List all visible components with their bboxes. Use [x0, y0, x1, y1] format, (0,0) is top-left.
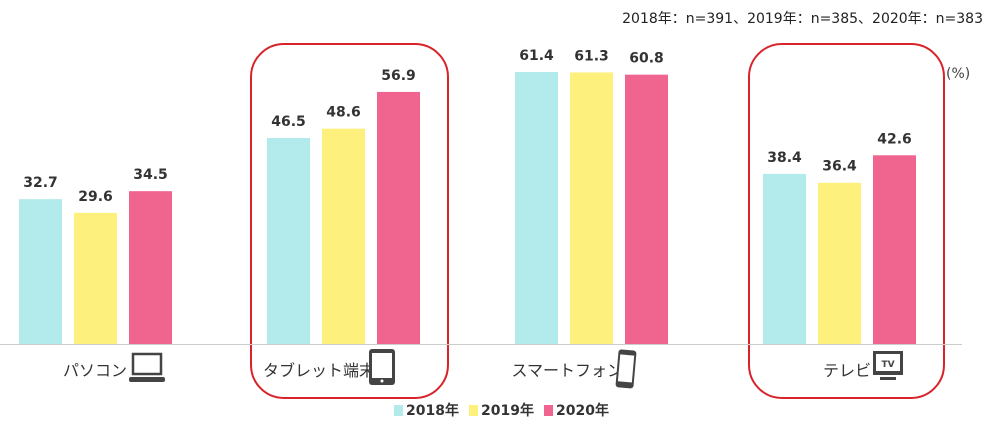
data-label: 61.3: [574, 48, 609, 64]
laptop-icon: [129, 352, 165, 382]
bar: [625, 74, 668, 344]
legend-swatch: [394, 405, 404, 416]
highlight-box-tv: [748, 43, 945, 399]
highlight-box-tablet: [250, 43, 449, 399]
data-label: 46.5: [271, 114, 306, 130]
data-label: 29.6: [78, 189, 113, 205]
bar: [377, 91, 420, 345]
legend-label: 2018年: [406, 403, 460, 419]
smartphone-icon: [615, 349, 637, 389]
tablet-icon: [369, 349, 395, 385]
data-label: 42.6: [877, 131, 912, 147]
sample-size-note: 2018年：n=391、2019年：n=385、2020年：n=383: [622, 11, 983, 27]
bar: [515, 72, 558, 344]
unit-label: (%): [946, 66, 971, 82]
tv-icon: TV: [873, 351, 903, 380]
data-label: 60.8: [629, 51, 664, 67]
bar: [267, 138, 310, 344]
data-label: 48.6: [326, 105, 361, 121]
bar: [322, 128, 365, 344]
legend-swatch: [469, 405, 479, 416]
legend-label: 2019年: [481, 403, 534, 419]
legend-label: 2020年: [555, 403, 609, 419]
bar: [763, 173, 806, 344]
bar: [818, 182, 861, 344]
data-label: 36.4: [822, 159, 857, 175]
data-label: 32.7: [23, 175, 58, 191]
bar: [129, 191, 172, 344]
svg-text:TV: TV: [881, 360, 894, 370]
data-label: 61.4: [519, 48, 554, 64]
category-label: テレビ: [823, 361, 871, 380]
legend: 2018年 2019年 2020年: [0, 400, 993, 420]
bar: [873, 155, 916, 344]
data-label: 56.9: [381, 68, 416, 84]
category-label: パソコン: [63, 361, 127, 380]
category-label: スマートフォン: [511, 361, 623, 380]
bar: [570, 72, 613, 344]
data-label: 34.5: [133, 167, 168, 183]
data-label: 38.4: [767, 150, 802, 166]
bar: [74, 212, 117, 344]
bar: [19, 199, 62, 344]
legend-swatch: [543, 405, 553, 416]
category-label: タブレット端末: [263, 361, 375, 380]
